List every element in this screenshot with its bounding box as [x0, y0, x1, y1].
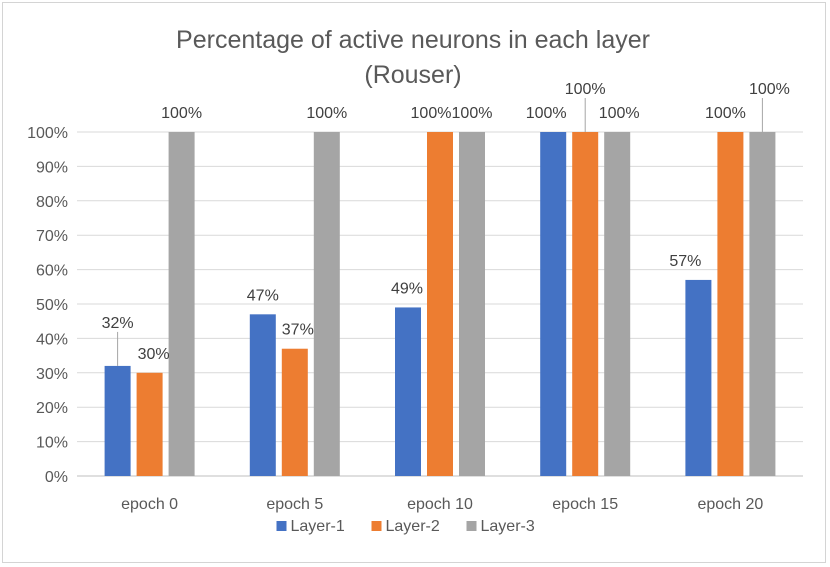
bar-layer-2-epoch-15	[572, 132, 599, 476]
y-axis-tick-labels: 0% 10% 20% 30% 40% 50% 60% 70% 80% 90% 100%	[27, 125, 68, 486]
data-label: 100%	[161, 105, 202, 122]
data-label: 100%	[526, 105, 567, 122]
y-tick-label: 40%	[36, 331, 68, 348]
bar-layer-3-epoch-10	[459, 132, 485, 476]
x-tick-label: epoch 15	[552, 496, 618, 513]
legend-swatch-layer-3	[466, 521, 477, 531]
bar-layer-3-epoch-20	[749, 132, 776, 476]
y-tick-label: 80%	[36, 194, 68, 211]
y-tick-label: 30%	[36, 366, 68, 383]
data-label: 57%	[669, 253, 701, 270]
data-labels: 32%30%100%47%37%100%49%100% 100% 100%100%1…	[102, 81, 790, 363]
data-label: 100%	[705, 105, 746, 122]
y-tick-label: 0%	[45, 469, 68, 486]
data-label: 100%	[452, 105, 493, 122]
y-tick-label: 10%	[36, 435, 68, 452]
y-tick-label: 90%	[36, 159, 68, 176]
bar-layer-1-epoch-20	[685, 279, 712, 476]
bar-layer-3-epoch-0	[168, 132, 195, 476]
y-tick-label: 20%	[36, 400, 68, 417]
bar-layer-1-epoch-5	[249, 314, 276, 476]
y-tick-label: 50%	[36, 297, 68, 314]
data-label: 100%	[565, 81, 606, 98]
legend-label-layer-3: Layer-3	[481, 518, 535, 535]
data-label-leader-lines	[117, 98, 763, 366]
bar-layer-2-epoch-0	[136, 372, 163, 476]
legend: Layer-1 Layer-2 Layer-3	[276, 518, 535, 535]
x-tick-label: epoch 5	[266, 496, 323, 513]
x-tick-label: epoch 20	[697, 496, 763, 513]
x-tick-label: epoch 10	[407, 496, 473, 513]
bar-layer-1-epoch-15	[540, 132, 567, 476]
bars	[104, 132, 776, 476]
data-label: 32%	[102, 315, 134, 332]
chart-title-line-1: Percentage of active neurons in each lay…	[176, 26, 650, 54]
bar-layer-3-epoch-5	[313, 132, 340, 476]
x-axis-tick-labels: epoch 0 epoch 5 epoch 10 epoch 15 epoch 20	[121, 496, 763, 513]
legend-label-layer-1: Layer-1	[291, 518, 345, 535]
bar-layer-2-epoch-5	[281, 348, 308, 476]
bar-layer-2-epoch-10	[427, 132, 453, 476]
data-label: 100%	[599, 105, 640, 122]
chart-title-line-2: (Rouser)	[364, 61, 461, 89]
legend-swatch-layer-2	[371, 521, 382, 531]
data-label: 49%	[391, 280, 423, 297]
x-tick-label: epoch 0	[121, 496, 178, 513]
bar-layer-1-epoch-10	[395, 307, 421, 476]
bar-layer-2-epoch-20	[717, 132, 744, 476]
data-label: 100%	[306, 105, 347, 122]
data-label: 30%	[138, 346, 170, 363]
y-tick-label: 70%	[36, 228, 68, 245]
data-label: 47%	[247, 287, 279, 304]
data-label: 100%	[749, 81, 790, 98]
data-label: 100%	[411, 105, 452, 122]
bar-layer-3-epoch-15	[604, 132, 631, 476]
y-tick-label: 60%	[36, 263, 68, 280]
chart-title: Percentage of active neurons in each lay…	[176, 26, 650, 89]
data-label: 37%	[282, 322, 314, 339]
legend-label-layer-2: Layer-2	[386, 518, 440, 535]
legend-swatch-layer-1	[276, 521, 287, 531]
y-tick-label: 100%	[27, 125, 68, 142]
bar-layer-1-epoch-0	[104, 365, 131, 476]
